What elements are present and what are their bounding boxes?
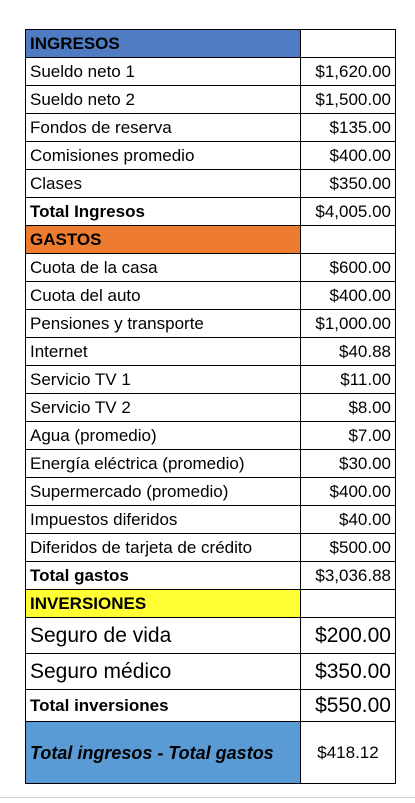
row-label[interactable]: Sueldo neto 2 bbox=[25, 85, 301, 114]
row-label[interactable]: Supermercado (promedio) bbox=[25, 477, 301, 506]
inversiones-total-label[interactable]: Total inversiones bbox=[25, 689, 301, 722]
row-label[interactable]: Internet bbox=[25, 337, 301, 366]
ingresos-header[interactable]: INGRESOS bbox=[25, 29, 301, 58]
table-row: Sueldo neto 2 $1,500.00 bbox=[25, 85, 396, 114]
table-row: Seguro médico $350.00 bbox=[25, 653, 396, 690]
row-label[interactable]: Servicio TV 1 bbox=[25, 365, 301, 394]
row-amount[interactable]: $1,500.00 bbox=[300, 85, 396, 114]
row-amount[interactable]: $400.00 bbox=[300, 477, 396, 506]
row-amount[interactable]: $40.88 bbox=[300, 337, 396, 366]
row-amount[interactable]: $11.00 bbox=[300, 365, 396, 394]
row-label[interactable]: Cuota del auto bbox=[25, 281, 301, 310]
row-label[interactable]: Fondos de reserva bbox=[25, 113, 301, 142]
row-amount[interactable]: $1,620.00 bbox=[300, 57, 396, 86]
row-amount[interactable]: $600.00 bbox=[300, 253, 396, 282]
table-row: Supermercado (promedio) $400.00 bbox=[25, 477, 396, 506]
row-amount[interactable]: $400.00 bbox=[300, 141, 396, 170]
table-row: Fondos de reserva $135.00 bbox=[25, 113, 396, 142]
table-row: Agua (promedio) $7.00 bbox=[25, 421, 396, 450]
balance-amount[interactable]: $418.12 bbox=[300, 721, 396, 784]
budget-table: INGRESOS Sueldo neto 1 $1,620.00 Sueldo … bbox=[25, 29, 396, 784]
table-row: Diferidos de tarjeta de crédito $500.00 bbox=[25, 533, 396, 562]
table-row: Energía eléctrica (promedio) $30.00 bbox=[25, 449, 396, 478]
table-row: Seguro de vida $200.00 bbox=[25, 617, 396, 654]
row-label[interactable]: Energía eléctrica (promedio) bbox=[25, 449, 301, 478]
row-amount[interactable]: $350.00 bbox=[300, 169, 396, 198]
table-row: Servicio TV 2 $8.00 bbox=[25, 393, 396, 422]
row-label[interactable]: Clases bbox=[25, 169, 301, 198]
inversiones-header-row: INVERSIONES bbox=[25, 589, 396, 618]
ingresos-header-blank[interactable] bbox=[300, 29, 396, 58]
table-row: Impuestos diferidos $40.00 bbox=[25, 505, 396, 534]
row-amount[interactable]: $200.00 bbox=[300, 617, 396, 654]
row-label[interactable]: Cuota de la casa bbox=[25, 253, 301, 282]
ingresos-total-amount[interactable]: $4,005.00 bbox=[300, 197, 396, 226]
row-amount[interactable]: $8.00 bbox=[300, 393, 396, 422]
table-row: Pensiones y transporte $1,000.00 bbox=[25, 309, 396, 338]
inversiones-header[interactable]: INVERSIONES bbox=[25, 589, 301, 618]
row-label[interactable]: Pensiones y transporte bbox=[25, 309, 301, 338]
table-row: Comisiones promedio $400.00 bbox=[25, 141, 396, 170]
table-row: Cuota del auto $400.00 bbox=[25, 281, 396, 310]
ingresos-total-label[interactable]: Total Ingresos bbox=[25, 197, 301, 226]
gastos-total-label[interactable]: Total gastos bbox=[25, 561, 301, 590]
row-label[interactable]: Comisiones promedio bbox=[25, 141, 301, 170]
row-amount[interactable]: $7.00 bbox=[300, 421, 396, 450]
table-row: Clases $350.00 bbox=[25, 169, 396, 198]
table-row: Cuota de la casa $600.00 bbox=[25, 253, 396, 282]
row-amount[interactable]: $350.00 bbox=[300, 653, 396, 690]
row-label[interactable]: Seguro de vida bbox=[25, 617, 301, 654]
row-amount[interactable]: $135.00 bbox=[300, 113, 396, 142]
gastos-total-row: Total gastos $3,036.88 bbox=[25, 561, 396, 590]
row-label[interactable]: Agua (promedio) bbox=[25, 421, 301, 450]
balance-row: Total ingresos - Total gastos $418.12 bbox=[25, 721, 396, 784]
row-label[interactable]: Seguro médico bbox=[25, 653, 301, 690]
inversiones-total-row: Total inversiones $550.00 bbox=[25, 689, 396, 722]
ingresos-header-row: INGRESOS bbox=[25, 29, 396, 58]
ingresos-total-row: Total Ingresos $4,005.00 bbox=[25, 197, 396, 226]
inversiones-total-amount[interactable]: $550.00 bbox=[300, 689, 396, 722]
bottom-divider bbox=[0, 797, 415, 798]
row-label[interactable]: Sueldo neto 1 bbox=[25, 57, 301, 86]
gastos-header-blank[interactable] bbox=[300, 225, 396, 254]
gastos-total-amount[interactable]: $3,036.88 bbox=[300, 561, 396, 590]
row-amount[interactable]: $400.00 bbox=[300, 281, 396, 310]
row-amount[interactable]: $500.00 bbox=[300, 533, 396, 562]
row-label[interactable]: Servicio TV 2 bbox=[25, 393, 301, 422]
table-row: Sueldo neto 1 $1,620.00 bbox=[25, 57, 396, 86]
row-amount[interactable]: $1,000.00 bbox=[300, 309, 396, 338]
gastos-header[interactable]: GASTOS bbox=[25, 225, 301, 254]
inversiones-header-blank[interactable] bbox=[300, 589, 396, 618]
row-amount[interactable]: $40.00 bbox=[300, 505, 396, 534]
row-label[interactable]: Diferidos de tarjeta de crédito bbox=[25, 533, 301, 562]
balance-label[interactable]: Total ingresos - Total gastos bbox=[25, 721, 301, 784]
row-amount[interactable]: $30.00 bbox=[300, 449, 396, 478]
table-row: Internet $40.88 bbox=[25, 337, 396, 366]
table-row: Servicio TV 1 $11.00 bbox=[25, 365, 396, 394]
gastos-header-row: GASTOS bbox=[25, 225, 396, 254]
row-label[interactable]: Impuestos diferidos bbox=[25, 505, 301, 534]
